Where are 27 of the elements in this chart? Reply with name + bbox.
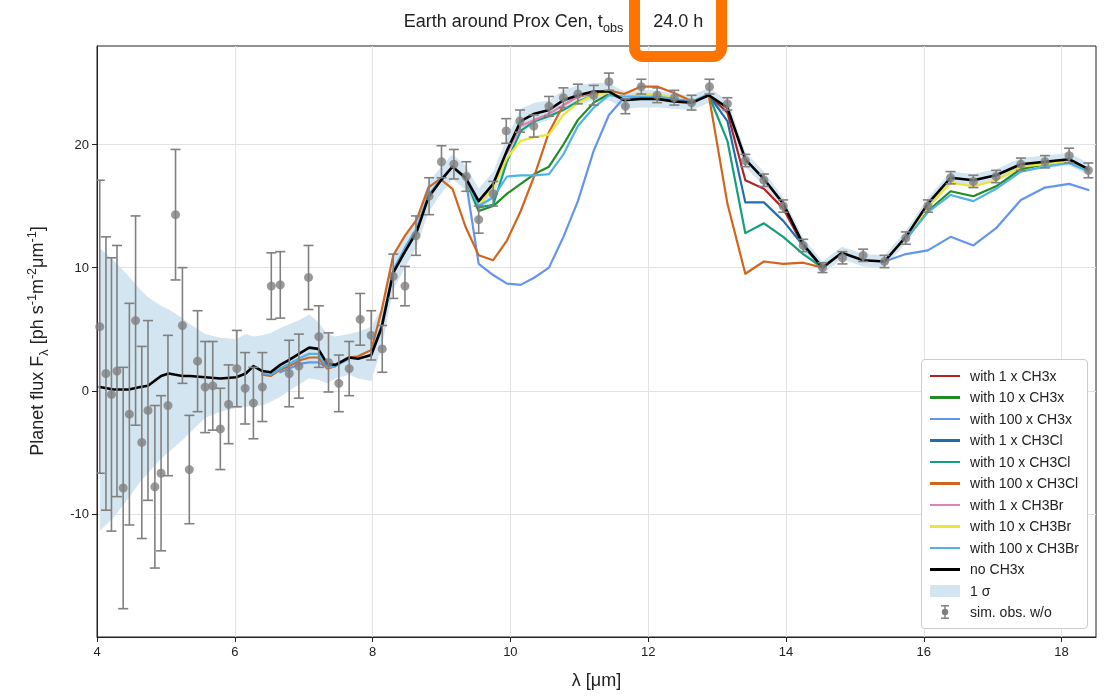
x-tick-label: 16 — [916, 644, 931, 659]
legend-label: with 100 x CH3Br — [970, 539, 1079, 556]
y-tick-label: 10 — [74, 260, 89, 276]
x-axis-title: λ [μm] — [570, 670, 623, 691]
legend-label: with 1 x CH3x — [970, 367, 1057, 384]
x-tick-label: 14 — [778, 644, 794, 659]
text: 24.0 h — [653, 11, 704, 31]
legend-label: sim. obs. w/o — [970, 604, 1052, 621]
legend-label: with 10 x CH3Cl — [970, 453, 1071, 470]
legend-label: with 100 x CH3x — [970, 410, 1072, 427]
y-tick-label: 20 — [74, 137, 89, 152]
chart-title: Earth around Prox Cen, t$_{obs}$ — [403, 11, 624, 35]
legend-label: with 1 x CH3Br — [970, 496, 1064, 513]
legend-label: with 100 x CH3Cl — [970, 475, 1079, 492]
legend-label: with 10 x CH3x — [970, 389, 1065, 406]
legend-label: with 10 x CH3Br — [970, 518, 1072, 535]
legend-label: with 1 x CH3Cl — [970, 432, 1063, 449]
x-tick-label: 8 — [368, 644, 377, 659]
annotation: 1 σ — [970, 582, 991, 599]
y-tick-label: 0 — [81, 383, 89, 399]
x-tick-label: 18 — [1054, 644, 1069, 659]
x-tick-label: 6 — [231, 644, 239, 659]
x-tick-label: 10 — [503, 644, 518, 659]
y-tick-label: -10 — [70, 506, 89, 522]
x-tick-label: 12 — [640, 644, 656, 659]
x-tick-label: 4 — [93, 644, 101, 659]
legend-label: no CH3x — [970, 561, 1025, 578]
